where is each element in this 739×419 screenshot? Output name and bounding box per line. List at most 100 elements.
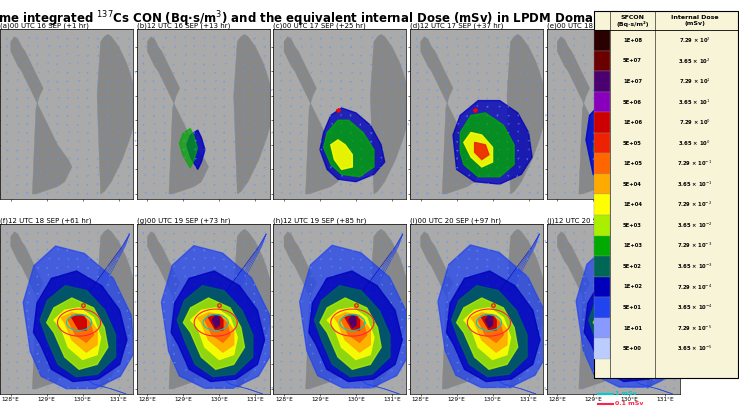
Text: 7.29 × 10$^1$: 7.29 × 10$^1$ (678, 77, 711, 86)
Polygon shape (11, 232, 72, 389)
Text: 7.29 × 10$^{-4}$: 7.29 × 10$^{-4}$ (677, 282, 712, 292)
Text: 1E+05: 1E+05 (623, 161, 642, 166)
Polygon shape (191, 308, 237, 360)
Text: 5E+01: 5E+01 (623, 305, 642, 310)
Polygon shape (33, 271, 127, 382)
Polygon shape (482, 315, 496, 330)
Polygon shape (370, 34, 410, 194)
Text: (j)12 UTC 20 SEP (+109 hr): (j)12 UTC 20 SEP (+109 hr) (547, 217, 642, 224)
Polygon shape (464, 308, 511, 360)
Polygon shape (40, 286, 115, 377)
Text: 3.65 × 10$^2$: 3.65 × 10$^2$ (678, 56, 711, 66)
Polygon shape (507, 229, 547, 389)
Polygon shape (11, 37, 72, 194)
Polygon shape (284, 232, 345, 389)
Polygon shape (349, 315, 356, 328)
Polygon shape (471, 313, 507, 352)
Polygon shape (345, 315, 360, 330)
Text: (c)00 UTC 17 SEP (+25 hr): (c)00 UTC 17 SEP (+25 hr) (273, 22, 366, 29)
Polygon shape (586, 91, 676, 186)
Text: 5E+04: 5E+04 (623, 182, 642, 187)
Polygon shape (320, 108, 385, 182)
Polygon shape (622, 315, 629, 328)
Text: 7.29 × 10$^{-2}$: 7.29 × 10$^{-2}$ (677, 200, 712, 210)
Text: 5E+06: 5E+06 (623, 100, 642, 105)
Text: 3.65 × 10$^{-4}$: 3.65 × 10$^{-4}$ (677, 303, 712, 312)
Text: 1E+02: 1E+02 (623, 285, 642, 290)
Text: 3.65 × 10$^0$: 3.65 × 10$^0$ (678, 139, 711, 148)
Polygon shape (97, 34, 137, 194)
Polygon shape (180, 129, 197, 168)
Text: 1E+06: 1E+06 (623, 120, 642, 125)
Polygon shape (644, 229, 683, 389)
Text: (a)00 UTC 16 SEP (+1 hr): (a)00 UTC 16 SEP (+1 hr) (0, 22, 89, 29)
Polygon shape (615, 140, 629, 157)
Polygon shape (205, 315, 230, 342)
Polygon shape (171, 271, 265, 382)
Text: 3.65 × 10$^{-5}$: 3.65 × 10$^{-5}$ (677, 344, 712, 353)
Polygon shape (327, 308, 374, 360)
Text: (h)12 UTC 19 SEP (+85 hr): (h)12 UTC 19 SEP (+85 hr) (273, 217, 367, 224)
Polygon shape (183, 298, 245, 369)
Polygon shape (576, 245, 687, 387)
Polygon shape (474, 142, 489, 160)
Polygon shape (446, 271, 540, 382)
Polygon shape (161, 246, 273, 388)
Polygon shape (557, 232, 619, 389)
Text: 5E+05: 5E+05 (623, 141, 642, 146)
Polygon shape (212, 315, 219, 328)
Polygon shape (97, 229, 137, 389)
Polygon shape (23, 246, 134, 388)
Polygon shape (370, 229, 410, 389)
Polygon shape (615, 315, 640, 342)
Polygon shape (600, 308, 647, 360)
Polygon shape (593, 106, 658, 182)
Polygon shape (589, 286, 664, 377)
Polygon shape (341, 315, 367, 342)
Text: 3.65 × 10$^{-2}$: 3.65 × 10$^{-2}$ (677, 221, 712, 230)
Polygon shape (284, 37, 345, 194)
Text: 7.29 × 10$^{-5}$: 7.29 × 10$^{-5}$ (677, 323, 712, 333)
Text: 5E+07: 5E+07 (623, 59, 642, 63)
Polygon shape (234, 229, 273, 389)
Polygon shape (300, 245, 411, 388)
Polygon shape (177, 286, 253, 377)
Text: (g)00 UTC 19 SEP (+73 hr): (g)00 UTC 19 SEP (+73 hr) (137, 217, 230, 224)
Text: (d)12 UTC 17 SEP (+37 hr): (d)12 UTC 17 SEP (+37 hr) (410, 22, 503, 29)
Text: 3.65 × 10$^1$: 3.65 × 10$^1$ (678, 97, 711, 107)
Text: Time integrated $^{137}$Cs CON (Bq·s/m$^3$) and the equivalent internal Dose (mS: Time integrated $^{137}$Cs CON (Bq·s/m$^… (0, 9, 606, 29)
Polygon shape (234, 34, 273, 194)
Polygon shape (314, 286, 390, 377)
Text: 7.29 × 10$^0$: 7.29 × 10$^0$ (678, 118, 711, 127)
Text: 7.29 × 10$^{-1}$: 7.29 × 10$^{-1}$ (677, 159, 712, 168)
Polygon shape (593, 298, 654, 369)
Text: Internal Dose
(mSv): Internal Dose (mSv) (671, 15, 718, 26)
Polygon shape (187, 130, 205, 169)
Text: 1E+08: 1E+08 (623, 38, 642, 43)
Text: 5E+00: 5E+00 (623, 346, 642, 351)
Polygon shape (208, 315, 223, 330)
Text: 1E+07: 1E+07 (623, 79, 642, 84)
Polygon shape (644, 34, 683, 194)
Polygon shape (457, 298, 518, 369)
Text: 1E+04: 1E+04 (623, 202, 642, 207)
Polygon shape (507, 34, 547, 194)
Polygon shape (619, 315, 633, 330)
Polygon shape (464, 132, 493, 167)
Polygon shape (54, 308, 101, 360)
Text: 5E+02: 5E+02 (623, 264, 642, 269)
Polygon shape (147, 232, 208, 389)
Polygon shape (604, 132, 633, 165)
Text: (i)00 UTC 20 SEP (+97 hr): (i)00 UTC 20 SEP (+97 hr) (410, 217, 501, 224)
Polygon shape (438, 245, 549, 388)
Text: 1E+03: 1E+03 (623, 243, 642, 248)
Polygon shape (331, 140, 353, 169)
Text: 3.65 × 10$^{-3}$: 3.65 × 10$^{-3}$ (677, 262, 712, 271)
Polygon shape (585, 271, 678, 382)
Text: 3.65 × 10$^{-1}$: 3.65 × 10$^{-1}$ (677, 180, 712, 189)
Polygon shape (68, 315, 93, 342)
Text: SFCON
(Bq·s/m²): SFCON (Bq·s/m²) (616, 15, 649, 26)
Polygon shape (147, 37, 208, 194)
Text: (f)12 UTC 18 SEP (+61 hr): (f)12 UTC 18 SEP (+61 hr) (0, 217, 92, 224)
Polygon shape (198, 313, 234, 352)
